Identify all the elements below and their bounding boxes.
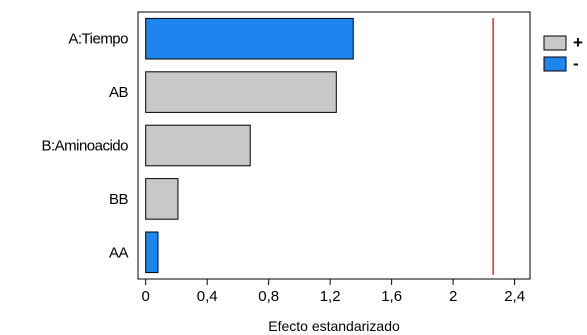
plot-frame bbox=[137, 11, 531, 280]
bars-group bbox=[145, 17, 354, 274]
category-label: B:Aminoacido bbox=[41, 138, 128, 155]
x-tick-label: 1,6 bbox=[381, 288, 402, 305]
legend-swatch bbox=[543, 56, 567, 72]
legend-swatch bbox=[543, 35, 567, 51]
category-label: A:Tiempo bbox=[68, 31, 128, 48]
x-tick-label: 0 bbox=[142, 288, 150, 305]
x-tick-label: 1,2 bbox=[320, 288, 341, 305]
category-label: AA bbox=[109, 244, 129, 261]
bar-aa bbox=[145, 231, 159, 274]
bar-b-aminoacido bbox=[145, 124, 251, 167]
bar-ab bbox=[145, 71, 337, 113]
category-label: BB bbox=[109, 191, 129, 208]
category-labels: A:Tiempo AB B:Aminoacido BB AA bbox=[41, 31, 129, 262]
x-tick-label: 2 bbox=[449, 288, 457, 305]
legend-label: - bbox=[573, 54, 579, 73]
category-label: AB bbox=[109, 84, 129, 101]
x-axis-label: Efecto estandarizado bbox=[268, 318, 400, 334]
legend-label: + bbox=[573, 33, 583, 52]
x-tick-label: 0,8 bbox=[258, 288, 279, 305]
bar-a-tiempo bbox=[145, 17, 354, 60]
legend: +- bbox=[543, 33, 583, 73]
x-ticks: 0 0,4 0,8 1,2 1,6 2 2,4 bbox=[142, 279, 525, 305]
x-tick-label: 2,4 bbox=[504, 288, 525, 305]
bar-bb bbox=[145, 178, 179, 220]
x-tick-label: 0,4 bbox=[197, 288, 218, 305]
